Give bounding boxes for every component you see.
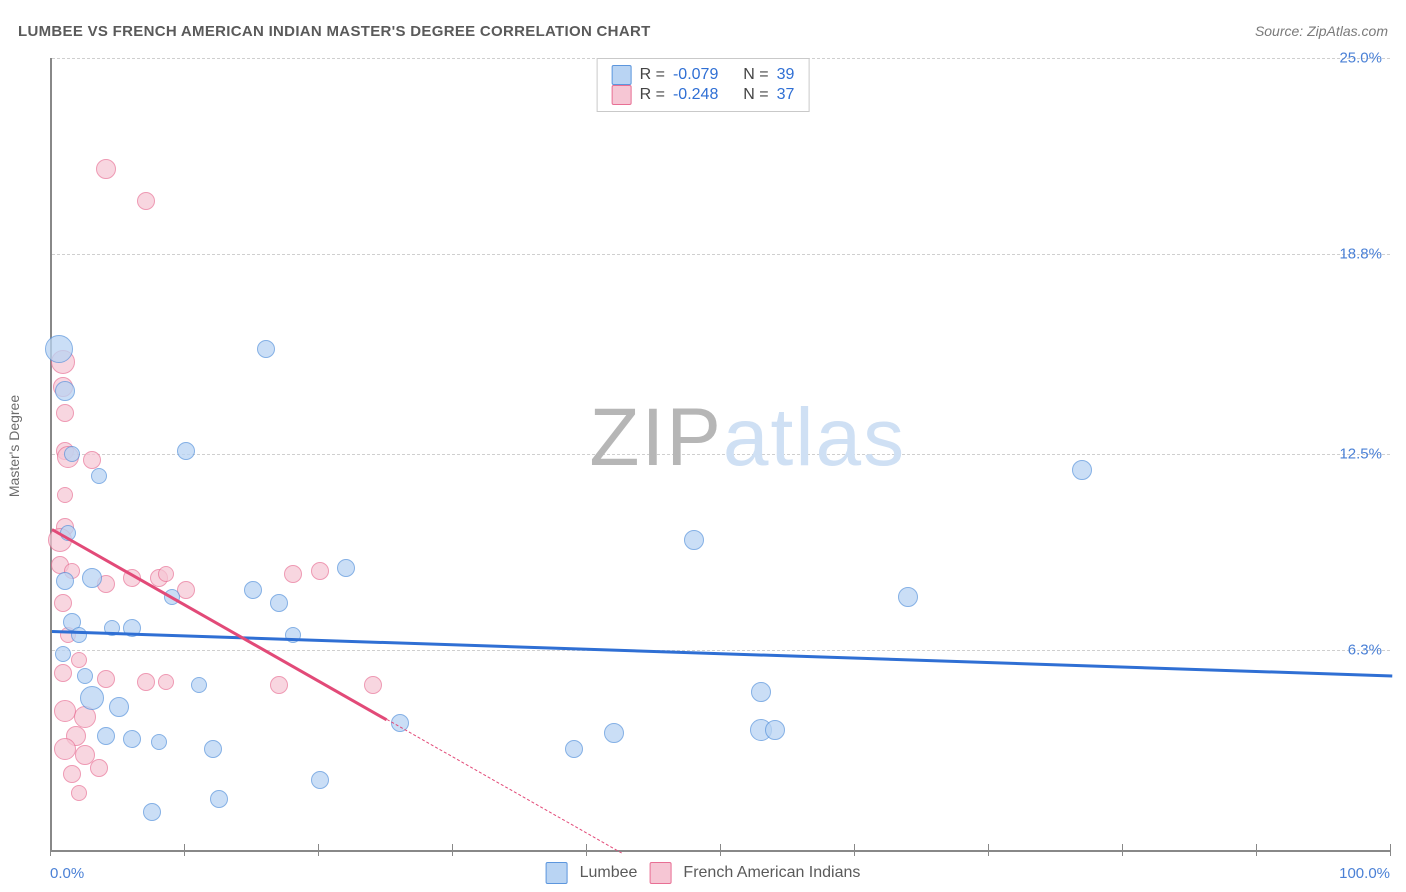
x-tickmark <box>988 844 989 856</box>
swatch-lumbee <box>612 65 632 85</box>
lumbee-point <box>55 646 71 662</box>
lumbee-point <box>64 446 80 462</box>
watermark-atlas: atlas <box>723 392 906 483</box>
legend-row-lumbee: R = -0.079 N = 39 <box>612 65 795 85</box>
french-point <box>137 192 155 210</box>
chart-area: ZIPatlas 6.3%12.5%18.8%25.0% <box>50 58 1390 852</box>
lumbee-point <box>337 559 355 577</box>
lumbee-point <box>257 340 275 358</box>
lumbee-point <box>565 740 583 758</box>
x-tickmark <box>184 844 185 856</box>
r-label: R = <box>640 86 665 104</box>
lumbee-point <box>1072 460 1092 480</box>
french-point <box>71 785 87 801</box>
r-value-french: -0.248 <box>673 86 718 104</box>
french-point <box>54 738 76 760</box>
source-label: Source: ZipAtlas.com <box>1255 23 1388 39</box>
x-tick-max: 100.0% <box>1339 865 1390 882</box>
lumbee-point <box>123 730 141 748</box>
lumbee-point <box>177 442 195 460</box>
r-label: R = <box>640 66 665 84</box>
french-point <box>90 759 108 777</box>
lumbee-point <box>55 381 75 401</box>
grid-line <box>52 454 1390 455</box>
x-tickmark <box>854 844 855 856</box>
n-label: N = <box>743 86 768 104</box>
plot-region: ZIPatlas 6.3%12.5%18.8%25.0% <box>50 58 1390 852</box>
y-tick-label: 6.3% <box>1348 642 1382 659</box>
y-tick-label: 12.5% <box>1339 446 1382 463</box>
x-tickmark <box>50 844 51 856</box>
lumbee-point <box>210 790 228 808</box>
french-point <box>137 673 155 691</box>
trend-french-dashed <box>387 719 622 853</box>
lumbee-point <box>151 734 167 750</box>
lumbee-point <box>204 740 222 758</box>
lumbee-point <box>56 572 74 590</box>
swatch-french <box>649 862 671 884</box>
x-tickmark <box>1256 844 1257 856</box>
lumbee-point <box>311 771 329 789</box>
french-point <box>284 565 302 583</box>
french-point <box>83 451 101 469</box>
x-tickmark <box>318 844 319 856</box>
lumbee-point <box>191 677 207 693</box>
lumbee-point <box>244 581 262 599</box>
series-label-french: French American Indians <box>683 864 860 882</box>
french-point <box>54 594 72 612</box>
x-tickmark <box>586 844 587 856</box>
x-tick-min: 0.0% <box>50 865 84 882</box>
y-axis-label: Master's Degree <box>6 395 22 497</box>
x-tickmark <box>720 844 721 856</box>
lumbee-point <box>80 686 104 710</box>
french-point <box>54 700 76 722</box>
lumbee-point <box>97 727 115 745</box>
lumbee-point <box>45 335 73 363</box>
lumbee-point <box>751 682 771 702</box>
watermark-zip: ZIP <box>589 392 723 483</box>
series-label-lumbee: Lumbee <box>580 864 638 882</box>
chart-title: LUMBEE VS FRENCH AMERICAN INDIAN MASTER'… <box>18 23 651 40</box>
swatch-french <box>612 85 632 105</box>
swatch-lumbee <box>546 862 568 884</box>
lumbee-point <box>604 723 624 743</box>
lumbee-point <box>684 530 704 550</box>
lumbee-point <box>77 668 93 684</box>
legend-row-french: R = -0.248 N = 37 <box>612 85 795 105</box>
n-value-lumbee: 39 <box>777 66 795 84</box>
trend-lumbee <box>52 630 1392 677</box>
lumbee-point <box>91 468 107 484</box>
lumbee-point <box>143 803 161 821</box>
y-tick-label: 18.8% <box>1339 246 1382 263</box>
french-point <box>270 676 288 694</box>
x-tickmark <box>1390 844 1391 856</box>
french-point <box>158 566 174 582</box>
french-point <box>97 670 115 688</box>
french-point <box>96 159 116 179</box>
lumbee-point <box>71 627 87 643</box>
lumbee-point <box>765 720 785 740</box>
lumbee-point <box>898 587 918 607</box>
french-point <box>63 765 81 783</box>
french-point <box>311 562 329 580</box>
french-point <box>71 652 87 668</box>
x-tickmark <box>452 844 453 856</box>
x-tickmark <box>1122 844 1123 856</box>
legend-stats: R = -0.079 N = 39 R = -0.248 N = 37 <box>597 58 810 112</box>
lumbee-point <box>82 568 102 588</box>
y-tick-label: 25.0% <box>1339 50 1382 67</box>
r-value-lumbee: -0.079 <box>673 66 718 84</box>
n-value-french: 37 <box>777 86 795 104</box>
french-point <box>364 676 382 694</box>
lumbee-point <box>109 697 129 717</box>
french-point <box>54 664 72 682</box>
grid-line <box>52 254 1390 255</box>
french-point <box>57 487 73 503</box>
n-label: N = <box>743 66 768 84</box>
watermark: ZIPatlas <box>589 391 906 485</box>
legend-series: Lumbee French American Indians <box>546 862 861 884</box>
french-point <box>158 674 174 690</box>
french-point <box>56 404 74 422</box>
lumbee-point <box>270 594 288 612</box>
